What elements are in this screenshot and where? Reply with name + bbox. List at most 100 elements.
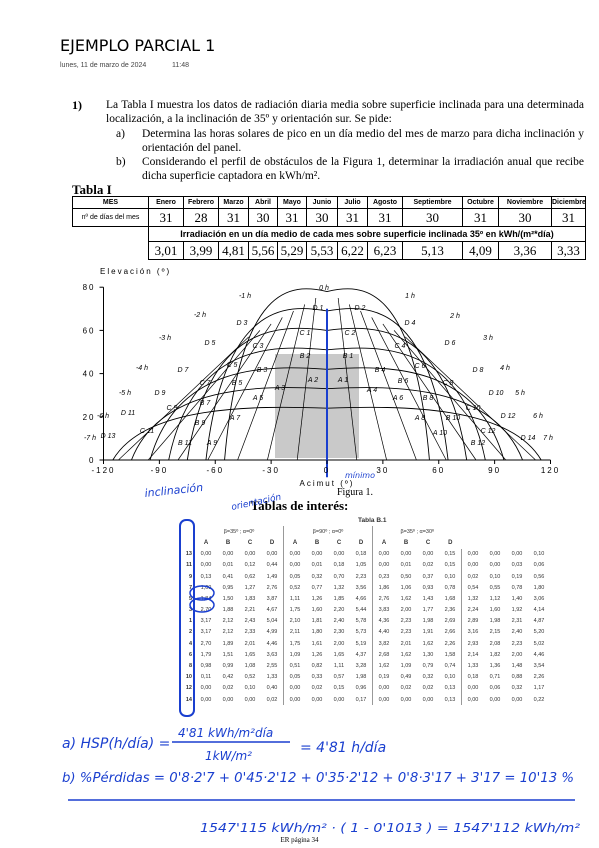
cell: 1,09: [400, 663, 412, 670]
x-tick-label: -90: [151, 466, 169, 475]
header-cell: Junio: [306, 196, 338, 209]
cell: 5,20: [533, 629, 545, 636]
region-label: D 1: [313, 305, 324, 312]
region-label: B 12: [471, 440, 486, 447]
cell: 0,00: [283, 548, 306, 560]
cell: 0,00: [511, 696, 523, 703]
region-label: B 6: [398, 378, 409, 385]
cell: 1,60: [489, 607, 501, 614]
cell: 2,23: [355, 573, 367, 580]
cell: 0,02: [422, 685, 434, 692]
cell: 2,24: [461, 604, 484, 616]
cell: 4,40: [372, 626, 395, 639]
col-header: C: [425, 539, 431, 546]
cell: 4,37: [355, 651, 367, 658]
row: 8 0,98 0,99 1,08 2,55 0,51 0,82 1,11 3,28 1,62 1,0…: [180, 660, 550, 672]
cell: 1,08: [244, 663, 256, 670]
row-label: 10: [185, 674, 192, 681]
cell: 2,55: [266, 663, 278, 670]
row: 10 0,11 0,42 0,52 1,33 0,05 0,33 0,57 1,98 0,19 0,…: [180, 671, 550, 683]
cell: 3,36: [498, 241, 552, 260]
region-label: B 3: [257, 367, 268, 374]
cell: 0,49: [400, 674, 412, 681]
cell: 2,68: [372, 649, 395, 661]
cell: 2,23: [400, 618, 412, 625]
cell: 0,02: [311, 685, 323, 692]
cell: 0,37: [422, 573, 434, 580]
row-label: 13: [185, 551, 192, 558]
region-label: -7 h: [84, 435, 96, 442]
problem-text: La Tabla I muestra los datos de radiació…: [106, 99, 584, 125]
cell: 2,00: [511, 651, 523, 658]
cell: 0,74: [444, 663, 456, 670]
cell: 1,98: [489, 618, 501, 625]
region-label: B 2: [300, 353, 311, 360]
cell: 0,00: [400, 696, 412, 703]
table-title: Tabla I: [72, 182, 112, 197]
region-label: C 6: [415, 363, 426, 370]
row: MES Enero Febrero Marzo Abril Mayo Junio Julio A…: [72, 196, 586, 209]
cell: 1,27: [244, 584, 256, 591]
cell: 31: [367, 208, 403, 227]
cell: 30: [306, 208, 338, 227]
group-header: β=35º ; α=30º: [372, 526, 462, 538]
cell: 2,40: [333, 618, 345, 625]
header-cell: Diciembre: [551, 196, 586, 209]
cell: 1,49: [266, 573, 278, 580]
region-label: D 11: [121, 410, 135, 417]
cell: 0,18: [355, 551, 367, 558]
cell: 1,36: [489, 663, 501, 670]
cell: 1,30: [422, 651, 434, 658]
row-label: 4: [188, 640, 192, 647]
cell: 0,00: [461, 548, 484, 560]
cell: 1,75: [283, 638, 306, 650]
region-label: D 14: [521, 435, 536, 442]
cell: 0,93: [422, 584, 434, 591]
cell: 0,00: [194, 694, 217, 706]
table-title: Tabla B.1: [358, 517, 387, 525]
cell: 2,69: [444, 618, 456, 625]
cell: 0,00: [461, 682, 484, 694]
x-tick-label: 120: [541, 466, 560, 475]
row: 5 1,84 1,50 1,83 3,87 1,11 1,26 1,85 4,66 2,76 1,6…: [180, 593, 550, 605]
region-label: D 5: [205, 340, 216, 347]
cell: 0,10: [444, 573, 456, 580]
cell: 0,44: [266, 562, 278, 569]
cell: 0,00: [222, 696, 234, 703]
row-label: 2: [188, 629, 192, 636]
region-label: -5 h: [119, 390, 131, 397]
cell: 0,15: [444, 551, 456, 558]
header-cell: Enero: [148, 196, 184, 209]
col-header: B: [314, 539, 320, 546]
region-label: A 2: [307, 377, 318, 384]
row-label: nº de días del mes: [72, 208, 149, 227]
cell: 0,06: [533, 562, 545, 569]
cell: 4,09: [462, 241, 499, 260]
hour-line: [371, 317, 447, 461]
cell: 1,51: [222, 651, 234, 658]
cell: 1,75: [283, 604, 306, 616]
cell: 1,77: [422, 607, 434, 614]
cell: 0,00: [422, 696, 434, 703]
cell: 1,50: [222, 595, 234, 602]
cell: 2,23: [400, 629, 412, 636]
region-label: A 3: [274, 385, 285, 392]
cell: 0,15: [333, 685, 345, 692]
cell: 1,68: [444, 595, 456, 602]
cell: 1,00: [194, 582, 217, 594]
cell: 5,29: [277, 241, 307, 260]
cell: 5,04: [266, 618, 278, 625]
region-label: A 4: [366, 387, 377, 394]
blank: [180, 526, 195, 537]
cell: 0,00: [266, 551, 278, 558]
cell: 31: [277, 208, 307, 227]
region-label: D 7: [178, 367, 190, 374]
region-label: -3 h: [159, 335, 171, 342]
cell: 30: [248, 208, 278, 227]
cell: 0,13: [444, 696, 456, 703]
cell: 2,93: [461, 638, 484, 650]
cell: 0,33: [311, 674, 323, 681]
region-label: B 8: [423, 395, 434, 402]
cell: 1,62: [372, 660, 395, 672]
row-label: Irradiación en un día medio de cada mes …: [148, 226, 586, 242]
